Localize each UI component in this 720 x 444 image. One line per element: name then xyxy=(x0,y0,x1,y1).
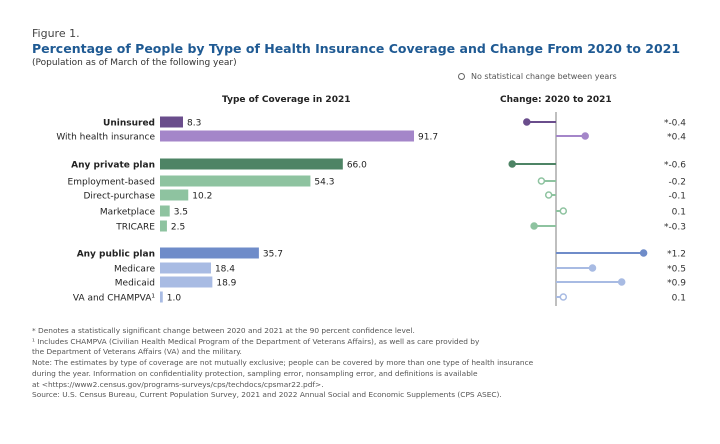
bar xyxy=(160,262,211,274)
category-label: TRICARE xyxy=(115,223,155,233)
change-point xyxy=(537,177,546,185)
change-point xyxy=(559,293,568,301)
footnote: during the year. Information on confiden… xyxy=(32,368,478,378)
category-label: Medicare xyxy=(114,265,155,275)
left-panel-title: Type of Coverage in 2021 xyxy=(222,95,351,105)
change-point xyxy=(617,278,626,286)
footnotes: * Denotes a statistically significant ch… xyxy=(32,326,533,401)
value-label: 66.0 xyxy=(347,161,367,171)
value-label: 18.4 xyxy=(215,265,235,275)
change-label: *1.2 xyxy=(667,250,686,260)
change-point xyxy=(508,160,516,168)
value-label: 1.0 xyxy=(167,294,182,304)
figure-label: Figure 1. xyxy=(32,27,80,40)
footnote: Note: The estimates by type of coverage … xyxy=(32,358,534,368)
change-point xyxy=(523,118,531,126)
right-panel-title: Change: 2020 to 2021 xyxy=(500,95,612,105)
category-label: Uninsured xyxy=(103,119,155,129)
value-label: 35.7 xyxy=(263,250,283,260)
bar xyxy=(160,291,163,303)
category-label: Medicaid xyxy=(115,279,155,289)
change-point xyxy=(544,191,553,199)
category-label: Direct-purchase xyxy=(83,192,155,202)
change-label: -0.2 xyxy=(668,178,686,188)
change-label: 0.1 xyxy=(672,294,686,304)
bar xyxy=(160,247,259,259)
bar xyxy=(160,130,415,142)
change-label: *0.5 xyxy=(667,265,686,275)
category-label: Marketplace xyxy=(100,208,156,218)
bar xyxy=(160,158,343,170)
value-label: 54.3 xyxy=(314,178,334,188)
value-label: 8.3 xyxy=(187,119,201,129)
change-point xyxy=(581,132,589,140)
chart-subtitle: (Population as of March of the following… xyxy=(32,58,237,68)
change-label: *-0.4 xyxy=(664,119,686,129)
change-label: 0.1 xyxy=(672,208,686,218)
bar xyxy=(160,116,183,128)
bar xyxy=(160,175,311,187)
change-label: *-0.3 xyxy=(664,223,686,233)
legend-label: No statistical change between years xyxy=(471,72,617,81)
chart-title: Percentage of People by Type of Health I… xyxy=(32,41,681,56)
bar xyxy=(160,189,189,201)
category-label: VA and CHAMPVA¹ xyxy=(73,294,156,304)
bar xyxy=(160,220,167,232)
footnote: * Denotes a statistically significant ch… xyxy=(32,326,415,335)
bar xyxy=(160,276,213,288)
bar xyxy=(160,205,170,217)
category-label: Any private plan xyxy=(71,161,155,171)
value-label: 18.9 xyxy=(216,279,236,289)
value-label: 91.7 xyxy=(418,133,438,143)
legend: No statistical change between years xyxy=(458,72,617,81)
footnote: ¹ Includes CHAMPVA (Civilian Health Medi… xyxy=(32,336,480,346)
change-point xyxy=(639,249,648,257)
category-label: Employment-based xyxy=(68,178,155,188)
change-label: *-0.6 xyxy=(664,161,686,171)
change-point xyxy=(588,264,597,272)
category-label: With health insurance xyxy=(56,133,155,143)
open-circle-icon xyxy=(458,73,465,80)
footnote: Source: U.S. Census Bureau, Current Popu… xyxy=(32,390,502,400)
value-label: 3.5 xyxy=(174,208,188,218)
change-label: -0.1 xyxy=(668,192,686,202)
value-label: 10.2 xyxy=(192,192,212,202)
footnote: at <https://www2.census.gov/programs-sur… xyxy=(32,379,324,389)
change-point xyxy=(559,207,568,215)
change-label: *0.4 xyxy=(667,133,686,143)
value-label: 2.5 xyxy=(171,223,185,233)
change-point xyxy=(530,222,538,230)
category-label: Any public plan xyxy=(77,250,155,260)
change-label: *0.9 xyxy=(667,279,686,289)
footnote: the Department of Veterans Affairs (VA) … xyxy=(32,347,242,357)
